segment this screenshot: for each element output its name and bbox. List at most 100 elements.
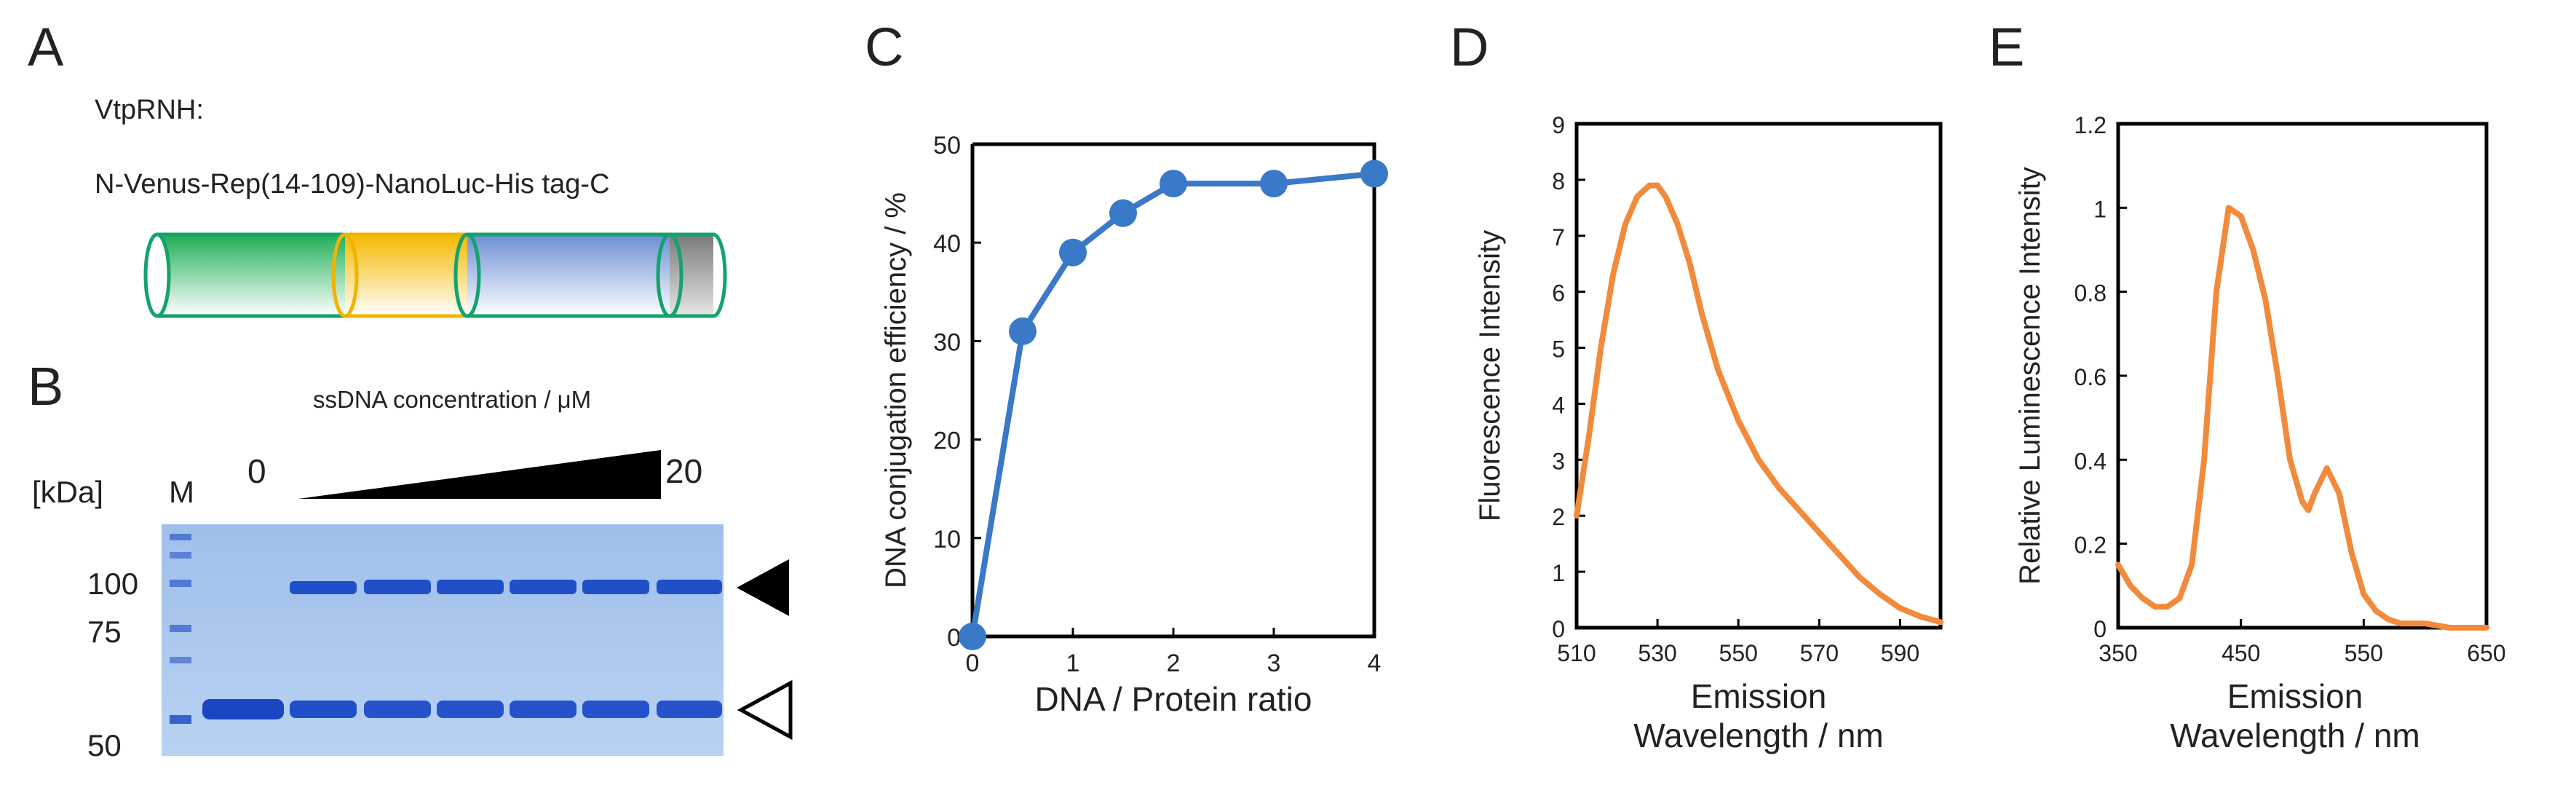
conjugate-band xyxy=(657,580,722,594)
chart-d-ytick-label: 6 xyxy=(1552,280,1565,307)
chart-e-xtick-label: 450 xyxy=(2222,640,2260,666)
construct-diagram xyxy=(143,232,727,318)
concentration-wedge xyxy=(298,450,661,499)
chart-d-frame xyxy=(1574,122,1943,630)
panel-c-letter: C xyxy=(865,17,904,77)
chart-c-xtick-label: 3 xyxy=(1267,650,1281,677)
chart-e-ytick-label: 0.6 xyxy=(2074,364,2107,390)
conjugate-band xyxy=(437,580,504,594)
chart-e-xlabel: Emission xyxy=(2227,677,2363,715)
chart-c-data-point xyxy=(1009,317,1037,345)
chart-d-xlabel-2: Wavelength / nm xyxy=(1633,717,1883,754)
chart-e-xtick-label: 350 xyxy=(2099,640,2137,666)
chart-e-ytick-label: 1 xyxy=(2093,196,2107,222)
chart-c-xtick-label: 2 xyxy=(1167,650,1181,677)
chart-d-ytick-label: 9 xyxy=(1552,112,1565,138)
chart-e-frame xyxy=(2116,122,2489,630)
chart-d: 0 1 2 3 4 5 6 7 8 9 510 530 550 570 590 EmissionWavelen… xyxy=(1474,112,1943,754)
chart-c-ytick-label: 20 xyxy=(933,427,961,455)
panel-d-letter: D xyxy=(1450,17,1489,77)
venus-left-cap xyxy=(143,232,171,318)
marker-band xyxy=(170,534,191,540)
chart-e: 0 0.2 0.4 0.6 0.8 1 1.2 350 450 550 650 EmissionWav… xyxy=(2014,112,2506,754)
venus-outline xyxy=(157,232,345,318)
chart-c-xtick-label: 0 xyxy=(966,650,980,677)
chart-c: 0 10 20 30 40 50 0 1 2 3 4 DNA / Protein ratio DNA c… xyxy=(880,132,1388,718)
protein-band xyxy=(364,701,431,718)
chart-d-series-line xyxy=(1574,182,1943,626)
chart-c-xlabel: DNA / Protein ratio xyxy=(1035,680,1312,718)
chart-e-ytick-label: 0.4 xyxy=(2074,448,2107,474)
chart-d-xtick-label: 570 xyxy=(1800,640,1839,666)
conjugate-band xyxy=(290,581,357,594)
marker-band xyxy=(170,657,191,663)
chart-d-xtick-label: 530 xyxy=(1638,640,1676,666)
gel-kda-label: [kDa] xyxy=(32,475,104,509)
gel-panel xyxy=(162,450,793,756)
chart-c-ytick-label: 40 xyxy=(933,230,961,258)
nanoluc-segment xyxy=(467,234,670,316)
his-outline xyxy=(670,232,713,318)
conjugate-band xyxy=(364,580,431,594)
nanoluc-left-cap xyxy=(453,232,481,318)
chart-c-data-point xyxy=(1260,170,1288,198)
mw-label-50: 50 xyxy=(87,728,122,762)
chart-d-ylabel: Fluorescence Intensity xyxy=(1474,230,1506,521)
chart-e-ylabel: Relative Luminescence Intensity xyxy=(2014,167,2046,585)
chart-e-ytick-label: 0.2 xyxy=(2074,532,2107,559)
mw-label-75: 75 xyxy=(87,615,122,649)
protein-band xyxy=(582,701,649,718)
chart-d-xlabel: Emission xyxy=(1691,677,1827,715)
gel-conc-start: 0 xyxy=(247,452,266,490)
protein-band xyxy=(202,699,284,719)
gel-marker-label: M xyxy=(169,475,194,509)
gel-header: ssDNA concentration / μM xyxy=(313,386,592,413)
construct-title: VtpRNH: xyxy=(95,95,204,125)
marker-band xyxy=(170,625,191,632)
panel-e-letter: E xyxy=(1989,17,2025,77)
chart-d-xtick-label: 550 xyxy=(1719,640,1758,666)
chart-e-xtick-label: 650 xyxy=(2467,640,2505,666)
chart-d-ytick-label: 0 xyxy=(1552,616,1565,642)
chart-d-ytick-label: 3 xyxy=(1552,448,1565,474)
chart-c-ytick-label: 50 xyxy=(933,132,961,159)
chart-e-ytick-label: 1.2 xyxy=(2074,112,2107,138)
chart-c-frame xyxy=(970,142,1376,639)
chart-e-xlabel-2: Wavelength / nm xyxy=(2170,717,2420,754)
rep-left-cap xyxy=(331,232,359,318)
gel-conc-end: 20 xyxy=(665,452,703,490)
venus-segment xyxy=(157,234,345,316)
chart-d-ytick-label: 1 xyxy=(1552,560,1565,586)
chart-d-xtick-label: 510 xyxy=(1557,640,1596,666)
chart-c-data-point xyxy=(959,623,986,650)
chart-e-xtick-label: 550 xyxy=(2345,640,2383,666)
chart-d-ytick-label: 8 xyxy=(1552,168,1565,194)
marker-band xyxy=(170,580,191,587)
chart-d-ytick-label: 5 xyxy=(1552,336,1565,363)
nanoluc-outline xyxy=(467,232,670,318)
chart-c-data-point xyxy=(1160,170,1187,198)
protein-band xyxy=(510,701,576,718)
rep-segment xyxy=(345,234,467,316)
marker-band xyxy=(170,715,191,724)
rep-outline xyxy=(345,232,467,318)
chart-d-xtick-label: 590 xyxy=(1881,640,1919,666)
chart-e-series-line xyxy=(2115,205,2489,631)
chart-c-xtick-label: 1 xyxy=(1066,650,1080,677)
conjugate-band xyxy=(582,580,649,594)
protein-band xyxy=(437,701,504,718)
chart-c-series-line xyxy=(970,170,1377,639)
chart-d-ytick-label: 7 xyxy=(1552,224,1565,251)
chart-c-xtick-label: 4 xyxy=(1368,650,1382,677)
construct-description: N-Venus-Rep(14-109)-NanoLuc-His tag-C xyxy=(95,169,610,200)
his-right-cap xyxy=(713,232,727,318)
chart-c-data-point xyxy=(1109,199,1137,227)
panel-b-letter: B xyxy=(28,356,64,417)
protein-arrowhead xyxy=(737,679,793,741)
gel-image xyxy=(162,524,724,756)
chart-c-ytick-label: 30 xyxy=(933,328,961,356)
conjugate-band xyxy=(510,580,576,594)
chart-d-ytick-label: 4 xyxy=(1552,392,1565,418)
chart-c-data-point xyxy=(1360,159,1388,188)
